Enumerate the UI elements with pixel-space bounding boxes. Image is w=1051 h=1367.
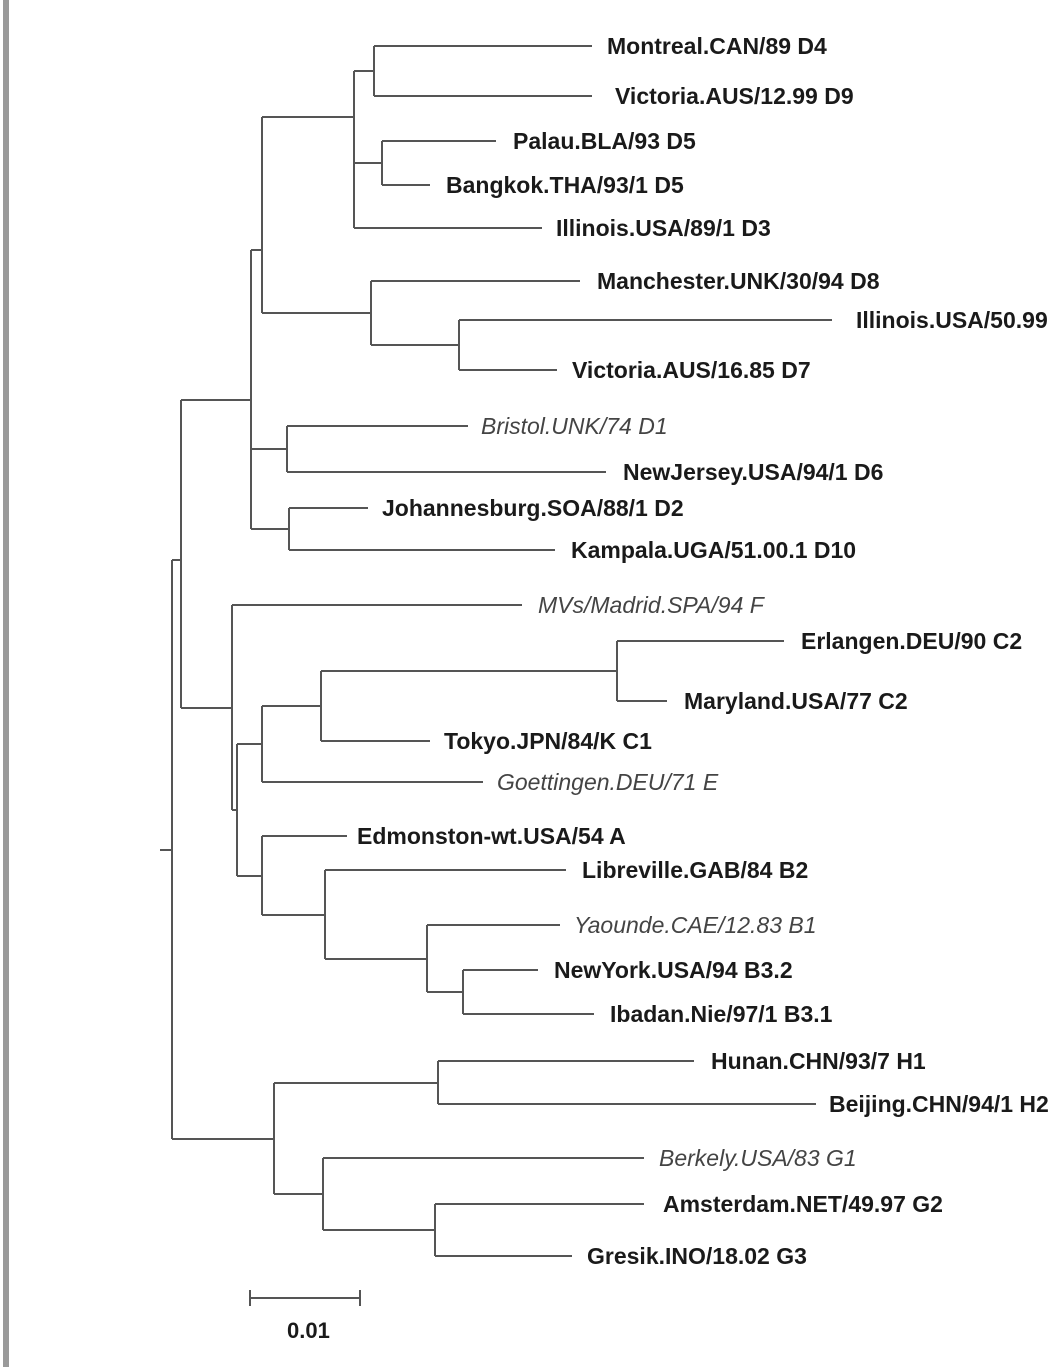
tree-branches [160, 45, 832, 1257]
taxon-label: NewJersey.USA/94/1 D6 [623, 459, 883, 485]
taxon-label: NewYork.USA/94 B3.2 [554, 957, 793, 983]
scale-bar: 0.01 [249, 1290, 361, 1343]
taxon-label: Berkely.USA/83 G1 [659, 1145, 857, 1171]
taxon-label: Amsterdam.NET/49.97 G2 [663, 1191, 943, 1217]
scale-bar-label: 0.01 [287, 1318, 330, 1343]
taxon-label: Erlangen.DEU/90 C2 [801, 628, 1022, 654]
taxon-label: Maryland.USA/77 C2 [684, 688, 908, 714]
taxon-labels: Montreal.CAN/89 D4 Victoria.AUS/12.99 D9 P… [357, 33, 1051, 1269]
taxon-label: Johannesburg.SOA/88/1 D2 [382, 495, 684, 521]
taxon-label: Libreville.GAB/84 B2 [582, 857, 808, 883]
taxon-label: MVs/Madrid.SPA/94 F [538, 592, 766, 618]
taxon-label: Goettingen.DEU/71 E [497, 769, 719, 795]
taxon-label: Hunan.CHN/93/7 H1 [711, 1048, 926, 1074]
taxon-label: Kampala.UGA/51.00.1 D10 [571, 537, 856, 563]
taxon-label: Manchester.UNK/30/94 D8 [597, 268, 880, 294]
taxon-label: Bangkok.THA/93/1 D5 [446, 172, 684, 198]
taxon-label: Victoria.AUS/16.85 D7 [572, 357, 811, 383]
taxon-label: Illinois.USA/89/1 D3 [556, 215, 771, 241]
taxon-label: Bristol.UNK/74 D1 [481, 413, 668, 439]
taxon-label: Gresik.INO/18.02 G3 [587, 1243, 807, 1269]
taxon-label: Tokyo.JPN/84/K C1 [444, 728, 652, 754]
left-border-rule [3, 0, 9, 1367]
taxon-label: Ibadan.Nie/97/1 B3.1 [610, 1001, 833, 1027]
taxon-label: Yaounde.CAE/12.83 B1 [574, 912, 817, 938]
taxon-label: Beijing.CHN/94/1 H2 [829, 1091, 1049, 1117]
taxon-label: Illinois.USA/50.99 D7 [856, 307, 1051, 333]
taxon-label: Palau.BLA/93 D5 [513, 128, 696, 154]
taxon-label: Victoria.AUS/12.99 D9 [615, 83, 854, 109]
taxon-label: Edmonston-wt.USA/54 A [357, 823, 626, 849]
taxon-label: Montreal.CAN/89 D4 [607, 33, 827, 59]
